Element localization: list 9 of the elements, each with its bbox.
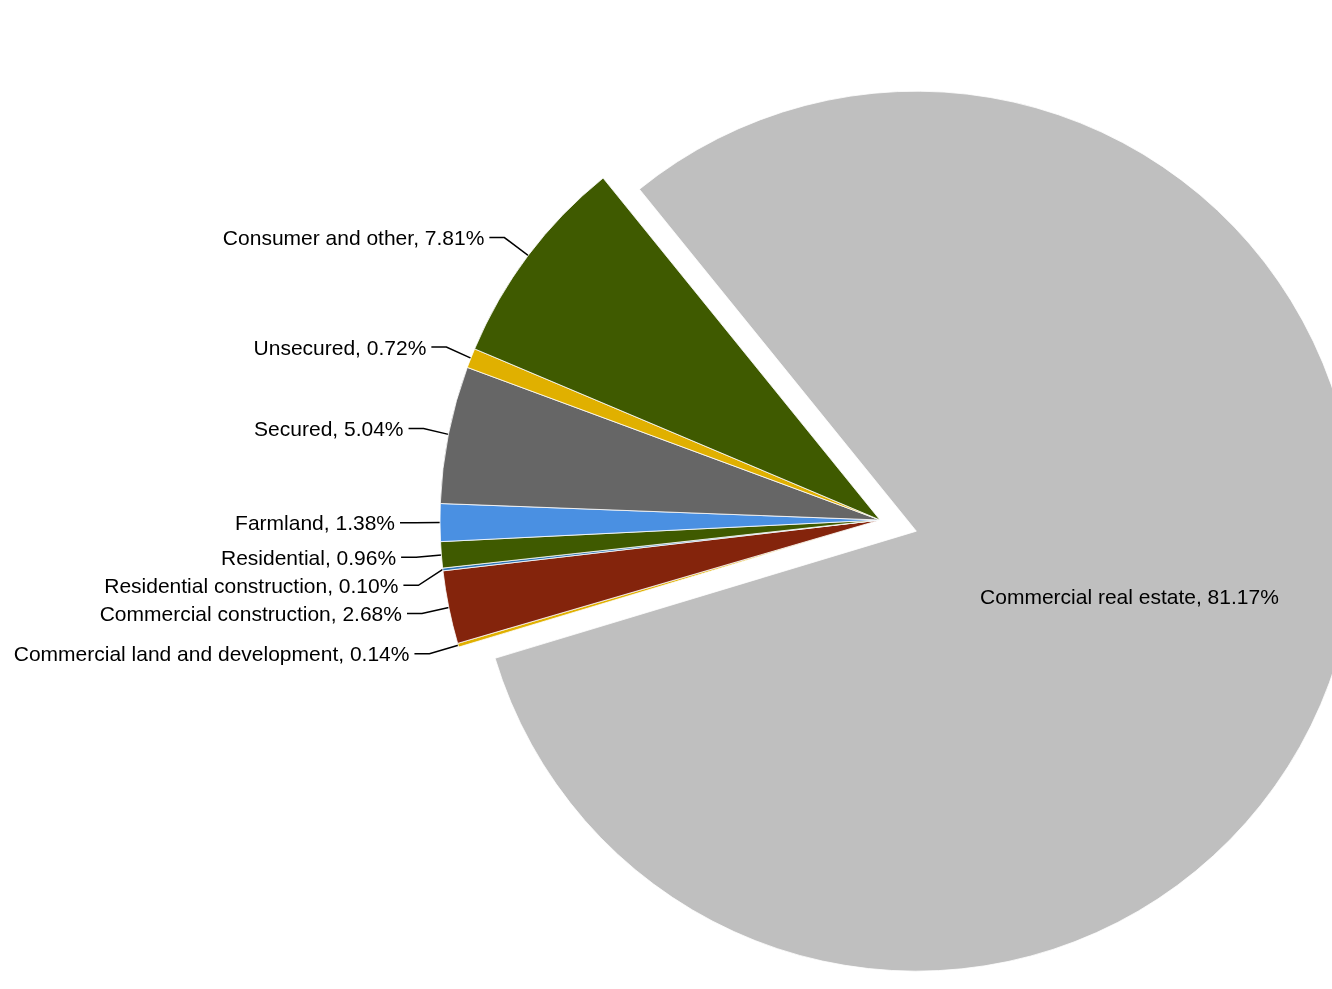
slice-label: Farmland, 1.38%: [235, 511, 396, 535]
slice-label: Commercial real estate, 81.17%: [980, 585, 1279, 609]
slice-label: Residential construction, 0.10%: [104, 573, 399, 597]
slice-label: Unsecured, 0.72%: [253, 335, 427, 359]
slice-label: Commercial land and development, 0.14%: [13, 642, 410, 666]
slice-label: Consumer and other, 7.81%: [222, 226, 485, 250]
slice-label: Secured, 5.04%: [254, 417, 404, 441]
slice-label: Commercial construction, 2.68%: [99, 601, 402, 625]
slice-label: Residential, 0.96%: [221, 545, 397, 569]
